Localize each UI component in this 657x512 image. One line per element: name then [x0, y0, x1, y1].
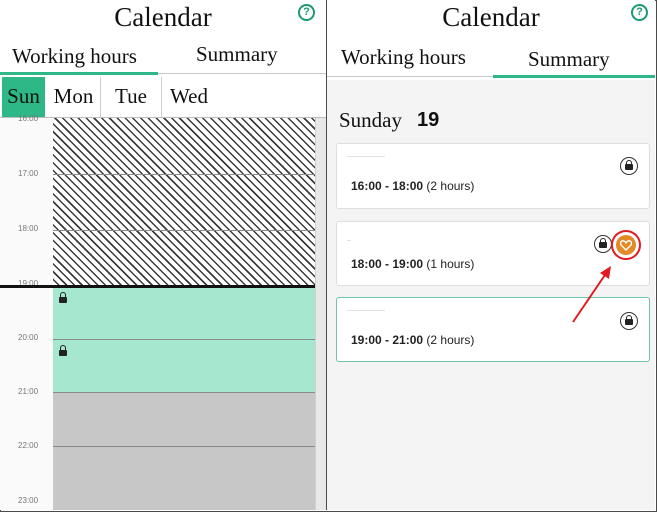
slot-placeholder-line: [347, 240, 351, 241]
summary-panel: Calendar ? Working hours Summary Sunday …: [327, 0, 655, 510]
day-heading: Sunday: [339, 108, 402, 132]
tab-summary[interactable]: Summary: [528, 47, 610, 71]
panel-divider: [326, 0, 327, 510]
hour-gridline: [53, 339, 315, 340]
hour-gridline: [53, 392, 315, 393]
time-slot-card[interactable]: 18:00 - 19:00 (1 hours): [336, 221, 650, 286]
heart-icon[interactable]: [616, 235, 636, 255]
tab-working-hours[interactable]: Working hours: [12, 44, 137, 68]
time-slot-card[interactable]: 16:00 - 18:00 (2 hours): [336, 143, 650, 209]
time-slot-card[interactable]: 19:00 - 21:00 (2 hours): [336, 297, 650, 362]
page-title: Calendar: [114, 2, 212, 32]
time-label: 19:00: [18, 279, 39, 288]
hour-gridline: [53, 230, 315, 231]
slot-placeholder-line: [347, 310, 385, 311]
slot-time-range: 18:00 - 19:00: [351, 257, 424, 271]
tab-inactive-line: [158, 73, 326, 74]
slot-placeholder-line: [347, 156, 385, 157]
day-selector: Sun Mon Tue Wed: [0, 77, 326, 118]
working-hours-panel: Calendar ? Working hours Summary Sun Mon…: [0, 0, 326, 510]
page-title: Calendar: [442, 2, 540, 32]
time-label: 18:00: [18, 224, 39, 233]
red-arrow-annotation: [572, 266, 611, 323]
schedule-grid[interactable]: 16:00 17:00 18:00 19:00 20:00 21:00 22:0…: [0, 114, 326, 510]
slot-duration: (2 hours): [426, 179, 475, 193]
tab-inactive-line: [327, 76, 493, 77]
hour-gridline: [53, 174, 315, 175]
slot-time: 18:00 - 19:00 (1 hours): [351, 257, 474, 271]
header-bar: [327, 0, 655, 80]
current-time-line: [0, 285, 326, 288]
slot-time-range: 19:00 - 21:00: [351, 333, 424, 347]
time-label: 22:00: [18, 441, 39, 450]
working-hours-block[interactable]: [53, 288, 315, 392]
lock-icon[interactable]: [59, 345, 67, 356]
hour-gridline: [53, 446, 315, 447]
help-icon[interactable]: ?: [298, 4, 315, 21]
day-tab-mon[interactable]: Mon: [47, 77, 101, 117]
slot-duration: (2 hours): [426, 333, 475, 347]
time-label: 20:00: [18, 333, 39, 342]
time-label: 17:00: [18, 169, 39, 178]
time-label: 23:00: [18, 496, 39, 505]
slot-time: 19:00 - 21:00 (2 hours): [351, 333, 474, 347]
day-number: 19: [417, 109, 440, 131]
help-icon[interactable]: ?: [631, 4, 648, 21]
tab-working-hours[interactable]: Working hours: [341, 45, 466, 69]
tab-active-indicator: [0, 72, 158, 75]
lock-icon[interactable]: [594, 235, 612, 253]
lock-icon[interactable]: [620, 157, 638, 175]
tab-summary[interactable]: Summary: [196, 42, 278, 66]
day-tab-sun[interactable]: Sun: [2, 77, 45, 117]
time-label: 16:00: [18, 114, 39, 123]
slot-time: 16:00 - 18:00 (2 hours): [351, 179, 474, 193]
time-axis: 16:00 17:00 18:00 19:00 20:00 21:00 22:0…: [0, 114, 53, 510]
day-tab-tue[interactable]: Tue: [101, 77, 162, 117]
slot-duration: (1 hours): [426, 257, 475, 271]
lock-icon[interactable]: [59, 292, 67, 303]
scrollbar[interactable]: [315, 118, 326, 510]
time-label: 21:00: [18, 387, 39, 396]
highlight-circle: [611, 230, 641, 260]
unavailable-hours-block[interactable]: [53, 118, 315, 286]
tab-active-indicator: [493, 75, 655, 78]
day-tab-wed[interactable]: Wed: [170, 84, 208, 108]
lock-icon[interactable]: [620, 312, 638, 330]
slot-time-range: 16:00 - 18:00: [351, 179, 424, 193]
off-hours-block[interactable]: [53, 392, 315, 510]
